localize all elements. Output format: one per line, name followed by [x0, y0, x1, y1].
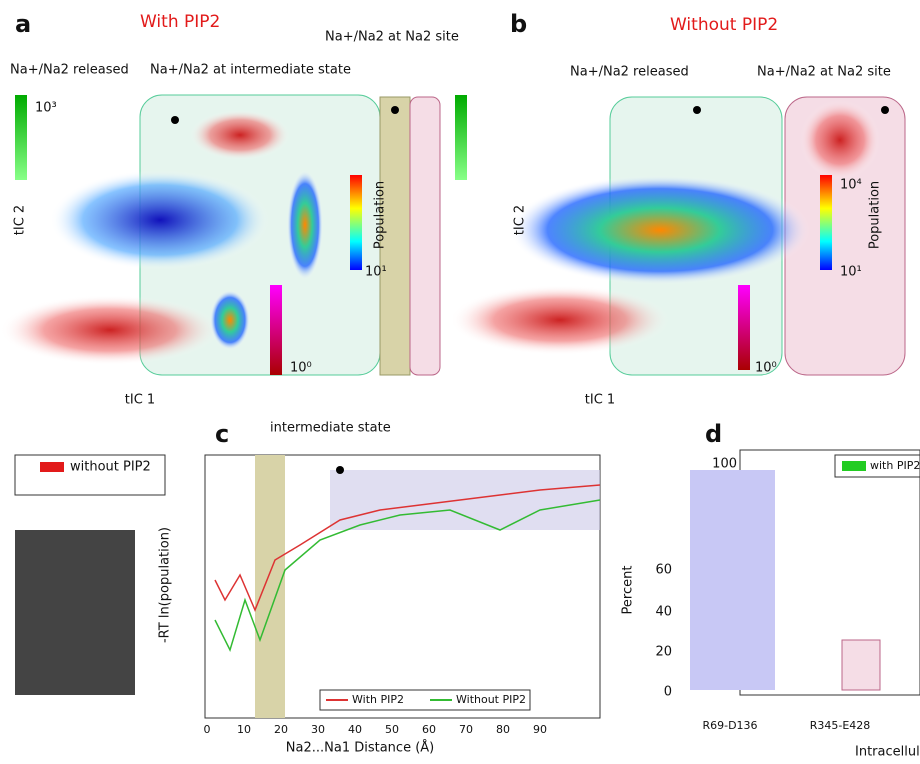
- annotation: Na+/Na2 at Na2 site: [757, 65, 891, 80]
- panel-label: c: [215, 420, 229, 448]
- marker: [881, 106, 889, 114]
- y-tick-label: 60: [655, 563, 672, 578]
- colorbar-tick: 10⁴: [840, 178, 862, 193]
- colorbar: [738, 285, 750, 370]
- axis-label: tIC 1: [585, 393, 615, 408]
- legend-label: Without PIP2: [456, 693, 526, 706]
- region: [255, 455, 285, 718]
- axis-label: tIC 1: [125, 393, 155, 408]
- x-tick-label: 60: [422, 723, 436, 736]
- bar: [690, 470, 775, 690]
- region: [410, 97, 440, 375]
- y-tick-label: 0: [664, 685, 672, 700]
- colorbar-label: Population: [868, 181, 883, 249]
- density: [190, 110, 290, 160]
- category-label: R345-E428: [810, 719, 871, 732]
- axis-label: -RT ln(population): [158, 527, 173, 643]
- x-tick-label: 70: [459, 723, 473, 736]
- marker: [336, 466, 344, 474]
- density: [450, 285, 670, 355]
- panel-d: with PIP2 d Percent 100 60 40 20 0 R69-D…: [621, 420, 920, 760]
- x-tick-label: 0: [204, 723, 211, 736]
- legend-swatch: [842, 461, 866, 471]
- panel-b: b Without PIP2 Na+/Na2 released Na+/Na2 …: [450, 10, 905, 408]
- panel-a: a With PIP2 Na+/Na2 released Na+/Na2 at …: [0, 10, 459, 408]
- legend-swatch: [40, 462, 64, 472]
- axis-label: Intracellular Gate: [855, 745, 920, 760]
- annotation: intermediate state: [270, 421, 391, 436]
- y-tick-label: 20: [655, 645, 672, 660]
- axis-label: Na2...Na1 Distance (Å): [286, 740, 434, 756]
- panel-title: With PIP2: [140, 12, 220, 32]
- x-tick-label: 80: [496, 723, 510, 736]
- density: [287, 170, 323, 280]
- density: [0, 295, 220, 365]
- panel-c: without PIP2 c intermediate state -RT ln…: [15, 420, 600, 756]
- x-tick-label: 10: [237, 723, 251, 736]
- x-tick-label: 50: [385, 723, 399, 736]
- annotation: Na+/Na2 at intermediate state: [150, 63, 351, 78]
- y-tick-label: 40: [655, 605, 672, 620]
- legend-label: without PIP2: [70, 460, 151, 475]
- colorbar-tick: 10¹: [365, 265, 387, 280]
- density: [50, 170, 270, 270]
- marker: [391, 106, 399, 114]
- colorbar: [820, 175, 832, 270]
- x-tick-label: 40: [348, 723, 362, 736]
- axis-label: tIC 2: [13, 205, 28, 235]
- axis-label: tIC 2: [513, 205, 528, 235]
- density: [510, 175, 810, 285]
- marker: [171, 116, 179, 124]
- x-tick-label: 90: [533, 723, 547, 736]
- axis-label: Percent: [621, 566, 636, 615]
- density: [210, 290, 250, 350]
- bar: [842, 640, 880, 690]
- annotation: Na+/Na2 released: [570, 65, 689, 80]
- annotation: Na+/Na2 at Na2 site: [325, 30, 459, 45]
- category-label: R69-D136: [702, 719, 757, 732]
- colorbar: [455, 95, 467, 180]
- colorbar: [270, 285, 282, 375]
- colorbar-tick: 10⁰: [755, 361, 777, 376]
- x-tick-label: 20: [274, 723, 288, 736]
- colorbar: [15, 95, 27, 180]
- density: [800, 100, 880, 180]
- panel-label: b: [510, 10, 527, 38]
- colorbar-tick: 10¹: [840, 265, 862, 280]
- colorbar: [350, 175, 362, 270]
- colorbar-tick: 10³: [35, 101, 57, 116]
- x-ticks: 0 10 20 30 40 50 60 70 80 90: [204, 723, 548, 736]
- y-tick-label: 100: [712, 457, 737, 472]
- bar-block: [15, 530, 135, 695]
- colorbar-tick: 10⁰: [290, 361, 312, 376]
- annotation: Na+/Na2 released: [10, 63, 129, 78]
- legend-label: With PIP2: [352, 693, 404, 706]
- panel-label: d: [705, 420, 722, 448]
- legend-label: with PIP2: [870, 459, 920, 472]
- figure: a With PIP2 Na+/Na2 released Na+/Na2 at …: [0, 0, 920, 764]
- panel-label: a: [15, 10, 31, 38]
- colorbar-label: Population: [373, 181, 388, 249]
- marker: [693, 106, 701, 114]
- panel-title: Without PIP2: [670, 15, 778, 35]
- x-tick-label: 30: [311, 723, 325, 736]
